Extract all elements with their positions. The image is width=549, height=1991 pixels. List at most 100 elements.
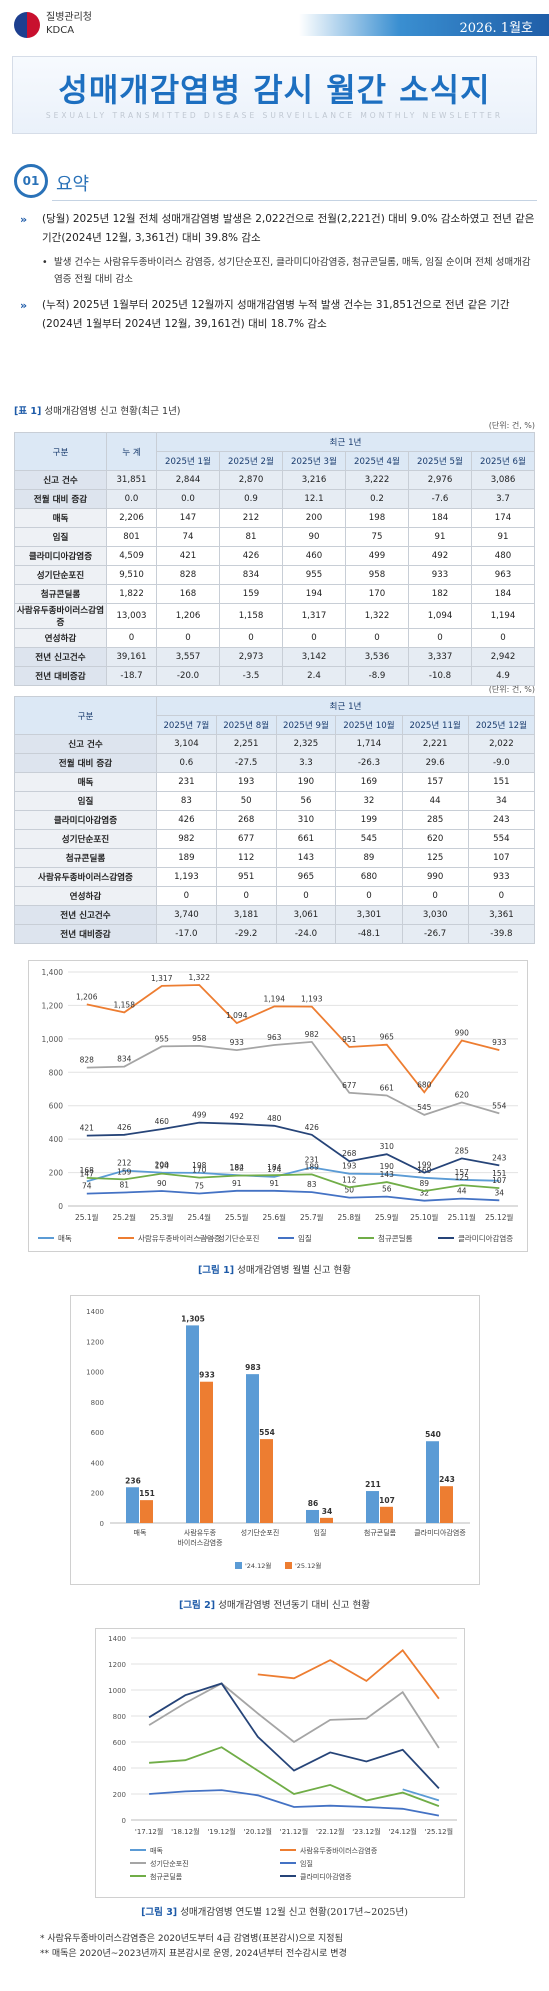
table-cell: 231 <box>156 772 217 792</box>
data-label: 194 <box>155 1162 170 1171</box>
data-label: 310 <box>380 1142 395 1151</box>
table-row: 성기단순포진 9,510 828 834 955 958 933 963 <box>14 565 535 585</box>
row-header: 클라미디아감염증 <box>14 810 157 830</box>
bullet-dot-icon: • <box>42 257 48 268</box>
data-label: 182 <box>230 1164 245 1173</box>
series-line <box>86 1172 500 1193</box>
table-row: 클라미디아감염증 426 268 310 199 285 243 <box>14 810 536 830</box>
table-cell: 147 <box>156 508 220 528</box>
data-label: 75 <box>194 1181 204 1190</box>
x-tick-label: 25.6월 <box>262 1212 286 1222</box>
table-cell: 3,061 <box>275 905 337 925</box>
x-tick-label: 사람유두종 <box>184 1528 217 1537</box>
data-label: 460 <box>155 1117 170 1126</box>
data-label: 426 <box>117 1123 132 1132</box>
table-row: 사람유두종바이러스감염증 1,193 951 965 680 990 933 <box>14 867 536 887</box>
bar <box>260 1439 273 1523</box>
col-recent-header: 최근 1년 <box>156 432 535 452</box>
legend-label: '24.12월 <box>245 1561 271 1570</box>
agency-name: 질병관리청 KDCA <box>46 11 92 37</box>
table-cell: 426 <box>219 546 283 566</box>
x-tick-label: '25.12월 <box>425 1827 453 1836</box>
y-tick-label: 200 <box>113 1791 126 1799</box>
data-label: 1,317 <box>151 974 173 983</box>
table-cell: 268 <box>215 810 277 830</box>
x-tick-label: 25.8월 <box>337 1212 361 1222</box>
series-line <box>402 1788 440 1802</box>
table-cell: 963 <box>471 565 535 585</box>
series-line <box>86 1121 500 1174</box>
table-cell: 3,740 <box>156 905 217 925</box>
table-cell: 3,104 <box>156 734 217 754</box>
month-header: 2025년 3월 <box>282 451 346 471</box>
bar <box>186 1325 199 1523</box>
data-label: 933 <box>492 1038 507 1047</box>
table-cell: 3,301 <box>335 905 403 925</box>
col-total-header: 누 계 <box>106 432 157 471</box>
legend-label: 임질 <box>300 1860 313 1868</box>
table-cell: 184 <box>408 508 472 528</box>
table-cell: 0 <box>215 886 277 906</box>
data-label: 81 <box>119 1180 129 1189</box>
x-tick-label: '22.12월 <box>316 1827 344 1836</box>
x-tick-label: '18.12월 <box>171 1827 199 1836</box>
table-cell: 2,022 <box>467 734 536 754</box>
row-header: 성기단순포진 <box>14 829 157 849</box>
y-tick-label: 600 <box>49 1102 64 1111</box>
table-cell: 0 <box>471 628 535 648</box>
data-label: 951 <box>342 1035 357 1044</box>
table-cell: 480 <box>471 546 535 566</box>
data-label: 91 <box>232 1179 242 1188</box>
table-cell: 74 <box>156 527 220 547</box>
table-cell: 50 <box>215 791 277 811</box>
row-header: 연성하감 <box>14 628 107 648</box>
table-cell: 0.0 <box>106 489 157 509</box>
table-cell: 157 <box>401 772 469 792</box>
y-tick-label: 400 <box>91 1459 104 1467</box>
table-cell: -39.8 <box>467 924 536 944</box>
y-tick-label: 800 <box>49 1068 64 1077</box>
table-cell: 83 <box>156 791 217 811</box>
table-cell: 620 <box>401 829 469 849</box>
table-cell: 0 <box>156 628 220 648</box>
table-cell: 3,337 <box>408 647 472 667</box>
table-cell: 3,222 <box>345 470 409 490</box>
table-cell: 3,216 <box>282 470 346 490</box>
table-cell: 56 <box>275 791 337 811</box>
row-header: 신고 건수 <box>14 734 157 754</box>
table-cell: 4.9 <box>471 666 535 686</box>
data-label: 125 <box>455 1173 470 1182</box>
data-label: 963 <box>267 1033 282 1042</box>
month-header: 2025년 5월 <box>408 451 472 471</box>
series-line <box>149 1789 440 1817</box>
table-row: 매독 2,206 147 212 200 198 184 174 <box>14 508 535 528</box>
table-cell: 159 <box>219 584 283 604</box>
y-tick-label: 1400 <box>108 1635 126 1643</box>
table-cell: 170 <box>345 584 409 604</box>
section-title: 요약 <box>56 174 90 195</box>
table-row: 첨규콘딜롬 1,822 168 159 194 170 182 184 <box>14 584 535 604</box>
table-caption-text: 성매개감염병 신고 현황(최근 1년) <box>44 406 181 417</box>
y-tick-label: 600 <box>113 1739 126 1747</box>
summary-cumulative-text: (누적) 2025년 1월부터 2025년 12월까지 성매개감염병 누적 발생… <box>42 299 510 330</box>
summary-monthly-text: (당월) 2025년 12월 전체 성매개감염병 발생은 2,022건으로 전월… <box>42 213 535 244</box>
table-cell: 29.6 <box>401 753 469 773</box>
table-row: 신고 건수 31,851 2,844 2,870 3,216 3,222 2,976 3,08… <box>14 470 535 490</box>
col-group-header: 구분 <box>14 432 107 471</box>
month-header: 2025년 9월 <box>275 715 337 735</box>
table-cell: 3,536 <box>345 647 409 667</box>
bar <box>126 1487 139 1523</box>
table-cell: 2,251 <box>215 734 277 754</box>
table-cell: -18.7 <box>106 666 157 686</box>
x-tick-label: 바이러스감염증 <box>177 1538 223 1547</box>
month-header: 2025년 8월 <box>215 715 277 735</box>
x-tick-label: 25.7월 <box>300 1212 324 1222</box>
data-label: 107 <box>492 1176 507 1185</box>
table-cell: 554 <box>467 829 536 849</box>
table-cell: -29.2 <box>215 924 277 944</box>
month-header: 2025년 10월 <box>335 715 403 735</box>
data-label: 554 <box>259 1428 275 1437</box>
table-cell: 421 <box>156 546 220 566</box>
data-label: 1,094 <box>226 1011 248 1020</box>
table-label: [표 1] <box>14 406 42 417</box>
